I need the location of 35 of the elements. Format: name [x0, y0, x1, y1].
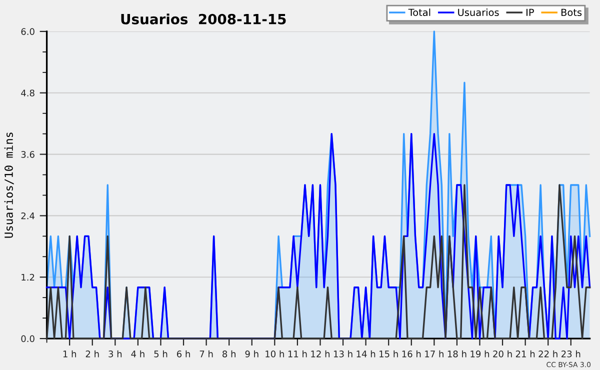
x-tick-label: 5 h [154, 350, 168, 358]
y-tick-label: 3.6 [21, 151, 34, 158]
x-tick-label: 14 h [356, 350, 376, 358]
y-tick-label: 0.0 [21, 335, 34, 342]
x-tick-label: 19 h [470, 350, 490, 358]
x-tick-label: 20 h [493, 350, 512, 358]
legend-label: Usuarios [458, 8, 499, 16]
x-tick-label: 17 h [425, 350, 444, 358]
x-tick-label: 11 h [288, 350, 307, 358]
x-tick-label: 6 h [176, 350, 190, 358]
x-tick-label: 8 h [222, 350, 236, 358]
x-tick-label: 7 h [200, 350, 213, 358]
x-tick-label: 16 h [402, 350, 421, 358]
x-tick-label: 10 h [266, 350, 284, 358]
x-tick-label: 23 h [562, 350, 580, 358]
x-tick-label: 3 h [108, 350, 122, 358]
y-tick-label: 6.0 [21, 28, 34, 36]
x-tick-label: 9 h [245, 350, 258, 358]
legend-label: Bots [561, 8, 582, 16]
x-tick-label: 21 h [516, 350, 535, 358]
y-tick-label: 4.8 [21, 90, 34, 96]
y-axis-title: Usuarios/10 mins [4, 132, 14, 238]
x-tick-label: 22 h [538, 350, 558, 358]
chart-title: Usuarios 2008-11-15 [121, 14, 286, 24]
legend-label: Total [408, 8, 430, 16]
x-tick-label: 15 h [380, 350, 398, 358]
x-tick-label: 12 h [311, 350, 330, 358]
x-tick-label: 2 h [86, 350, 99, 358]
x-tick-label: 4 h [131, 350, 144, 358]
x-tick-label: 13 h [334, 350, 352, 358]
x-tick-label: 18 h [448, 350, 466, 358]
y-tick-label: 2.4 [21, 212, 34, 220]
y-tick-label: 1.2 [22, 274, 34, 281]
x-tick-label: 1 h [63, 350, 76, 358]
legend-label: IP [526, 8, 534, 16]
